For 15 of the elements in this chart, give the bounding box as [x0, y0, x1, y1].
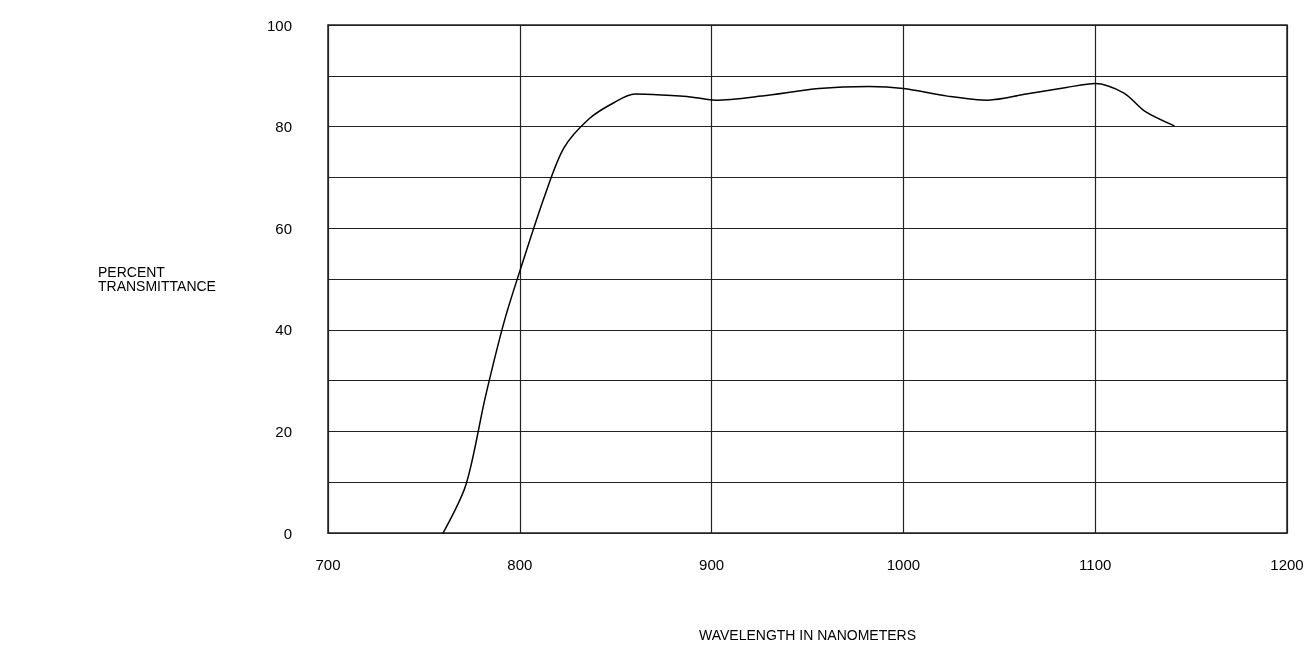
x-axis-title: WAVELENGTH IN NANOMETERS: [698, 627, 917, 643]
x-tick-label: 1000: [886, 556, 921, 573]
y-tick-label: 60: [275, 219, 292, 237]
x-tick-label: 900: [699, 556, 725, 573]
y-tick-label: 80: [275, 118, 292, 136]
y-tick-label: 20: [275, 422, 292, 440]
y-tick-label: 100: [266, 16, 292, 34]
x-tick-label: 700: [315, 556, 341, 573]
y-tick-label: 0: [283, 524, 292, 542]
y-tick-label: 40: [275, 321, 292, 339]
y-axis-title: PERCENT TRANSMITTANCE: [98, 264, 216, 294]
x-tick-label: 800: [507, 556, 533, 573]
line-series: [442, 82, 1175, 534]
x-tick-label: 1200: [1270, 556, 1304, 573]
x-tick-label: 1100: [1079, 556, 1112, 573]
